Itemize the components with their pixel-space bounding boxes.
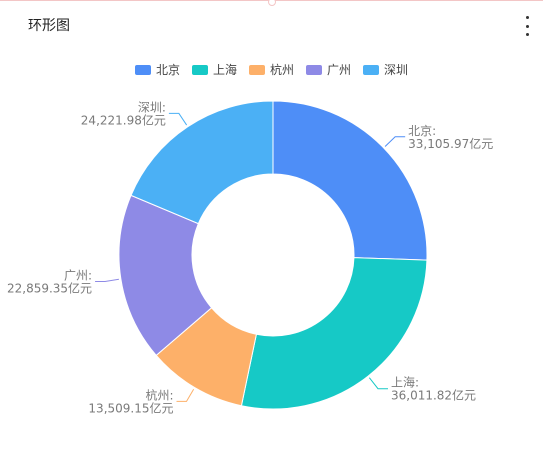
legend-label: 上海 <box>212 63 237 77</box>
chart-legend: 北京 上海 杭州 广州 深圳 <box>0 61 543 78</box>
donut-slice[interactable] <box>118 194 213 357</box>
label-leader-line <box>176 389 195 402</box>
legend-swatch <box>191 64 208 75</box>
legend-item-hangzhou[interactable]: 杭州 <box>248 61 294 78</box>
legend-swatch <box>306 64 322 75</box>
donut-slice[interactable] <box>240 257 428 410</box>
donut-slice[interactable] <box>272 100 428 261</box>
legend-swatch <box>134 64 151 75</box>
slice-label-name: 广州: <box>64 268 92 282</box>
resize-handle[interactable] <box>268 0 276 6</box>
slice-label-name: 北京: <box>408 124 436 138</box>
slice-label-value: 36,011.82亿元 <box>391 388 476 403</box>
label-leader-line <box>368 377 388 390</box>
legend-swatch <box>248 64 265 75</box>
donut-slice[interactable] <box>130 100 274 225</box>
label-leader-line <box>168 112 188 126</box>
slice-label-value: 33,105.97亿元 <box>408 136 493 151</box>
legend-item-shanghai[interactable]: 上海 <box>191 61 237 78</box>
slice-label-name: 上海: <box>391 375 419 390</box>
label-leader-line <box>95 278 119 282</box>
legend-label: 深圳 <box>384 63 409 77</box>
slice-label-value: 24,221.98亿元 <box>81 112 166 127</box>
slice-label-name: 杭州: <box>145 387 173 402</box>
label-leader-line <box>384 136 406 147</box>
slice-label-name: 深圳: <box>138 100 166 114</box>
legend-item-shenzhen[interactable]: 深圳 <box>363 61 408 78</box>
legend-label: 杭州 <box>269 63 294 77</box>
legend-swatch <box>363 64 380 75</box>
slice-label-value: 13,509.15亿元 <box>88 400 173 415</box>
more-vertical-icon[interactable] <box>521 16 533 36</box>
legend-item-guangzhou[interactable]: 广州 <box>306 61 351 78</box>
legend-item-beijing[interactable]: 北京 <box>134 61 180 78</box>
legend-label: 北京 <box>155 63 180 77</box>
page-title: 环形图 <box>28 18 70 34</box>
legend-label: 广州 <box>327 63 352 77</box>
slice-label-value: 22,859.35亿元 <box>7 280 92 295</box>
